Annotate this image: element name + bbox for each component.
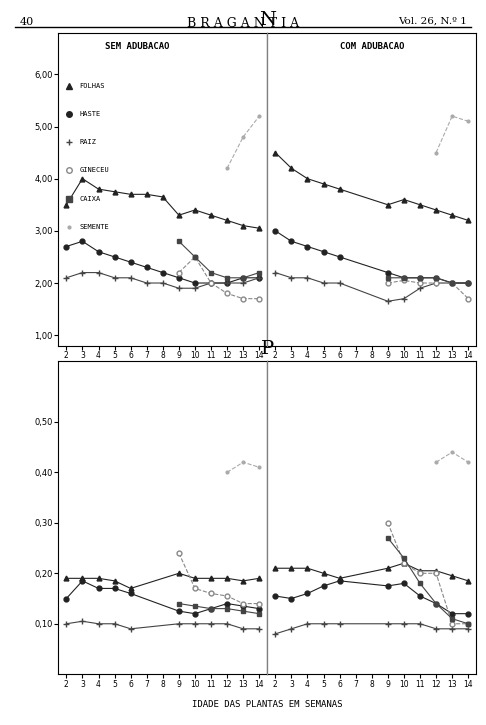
Text: SEM ADUBACAO: SEM ADUBACAO (105, 42, 170, 51)
Text: GINECEU: GINECEU (79, 167, 109, 173)
Text: RAIZ: RAIZ (79, 139, 96, 145)
Text: COM ADUBACAO: COM ADUBACAO (340, 42, 404, 51)
Text: FOLHAS: FOLHAS (79, 83, 104, 89)
Text: HASTE: HASTE (79, 111, 101, 117)
Text: Vol. 26, N.º 1: Vol. 26, N.º 1 (398, 17, 467, 25)
Text: N: N (259, 11, 276, 29)
Text: B R A G A N T I A: B R A G A N T I A (187, 17, 299, 30)
Text: IDADE DAS PLANTAS EM SEMANAS: IDADE DAS PLANTAS EM SEMANAS (192, 700, 343, 709)
Text: P: P (260, 339, 274, 357)
Text: CAIXA: CAIXA (79, 196, 101, 202)
Text: SEMENTE: SEMENTE (79, 224, 109, 230)
Text: 40: 40 (19, 17, 34, 27)
